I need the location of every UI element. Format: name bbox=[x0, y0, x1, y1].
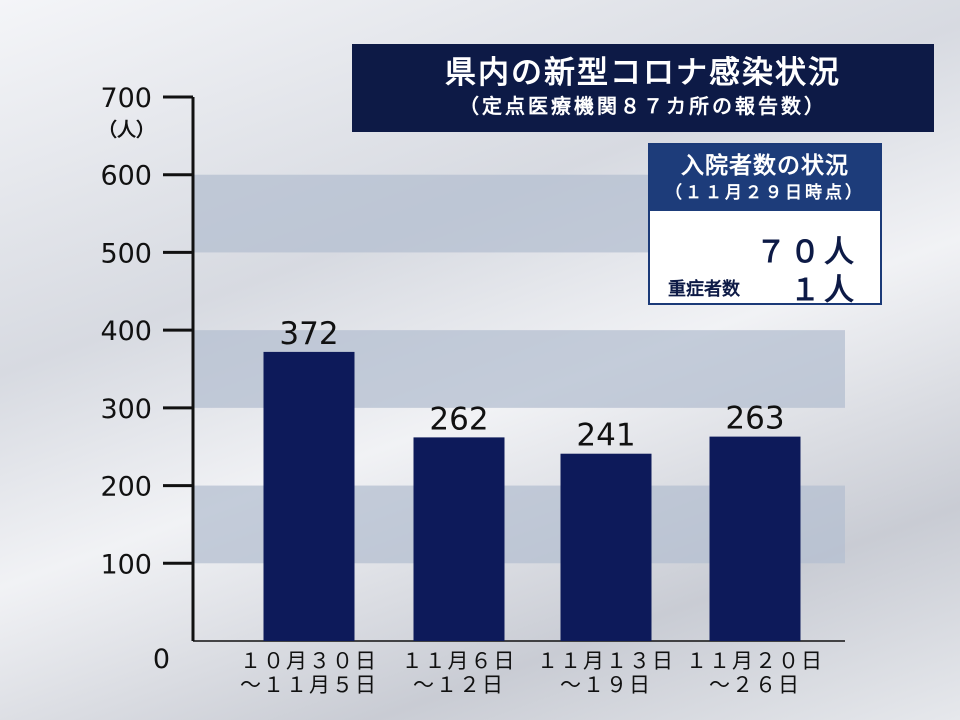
data-label: 263 bbox=[725, 401, 784, 437]
x-tick-label: ～１９日 bbox=[560, 673, 652, 697]
chart-subtitle: （定点医療機関８７カ所の報告数） bbox=[459, 94, 827, 118]
data-labels: 372 262 241 263 bbox=[279, 316, 784, 454]
chart-title: 県内の新型コロナ感染状況 bbox=[445, 55, 841, 91]
x-tick-label: ～２６日 bbox=[709, 673, 801, 697]
hospitalization-panel: 入院者数の状況 （１１月２９日時点） ７０人 重症者数 １人 bbox=[648, 143, 882, 308]
y-tick-label: 300 bbox=[100, 394, 152, 425]
severe-count: １人 bbox=[790, 273, 858, 308]
hospitalization-date: （１１月２９日時点） bbox=[665, 183, 865, 203]
y-tick-label: 500 bbox=[100, 238, 152, 269]
x-tick-label: ～１２日 bbox=[413, 673, 505, 697]
bar bbox=[413, 437, 505, 641]
y-tick-label: 400 bbox=[100, 316, 152, 347]
y-tick-label: 0 bbox=[153, 644, 170, 675]
bar bbox=[709, 436, 801, 641]
x-tick-label: １１月１３日 bbox=[537, 649, 675, 673]
severe-label: 重症者数 bbox=[668, 279, 740, 300]
bar bbox=[560, 453, 652, 641]
y-tick-label: 100 bbox=[100, 549, 152, 580]
x-tick-labels: １０月３０日～１１月５日 １１月６日～１２日 １１月１３日～１９日 １１月２０日～２６… bbox=[240, 649, 824, 697]
x-tick-label: １１月６日 bbox=[402, 649, 517, 673]
y-unit-label: （人） bbox=[98, 118, 155, 141]
x-tick-label: ～１１月５日 bbox=[240, 673, 378, 697]
y-tick-label: 700 bbox=[100, 83, 152, 114]
data-label: 262 bbox=[429, 401, 488, 437]
hospitalized-count: ７０人 bbox=[756, 235, 858, 270]
y-tick-labels: 0 100 200 300 400 500 600 700 bbox=[100, 83, 170, 675]
data-label: 372 bbox=[279, 316, 338, 352]
bar bbox=[263, 351, 355, 641]
x-tick-label: １１月２０日 bbox=[686, 649, 824, 673]
title-banner: 県内の新型コロナ感染状況 （定点医療機関８７カ所の報告数） bbox=[352, 44, 934, 132]
y-tick-label: 600 bbox=[100, 161, 152, 192]
hospitalization-header: 入院者数の状況 （１１月２９日時点） bbox=[650, 145, 880, 211]
y-tick-label: 200 bbox=[100, 472, 152, 503]
x-tick-label: １０月３０日 bbox=[240, 649, 378, 673]
data-label: 241 bbox=[576, 418, 635, 454]
hospitalization-title: 入院者数の状況 bbox=[681, 153, 849, 179]
bars bbox=[263, 351, 801, 641]
